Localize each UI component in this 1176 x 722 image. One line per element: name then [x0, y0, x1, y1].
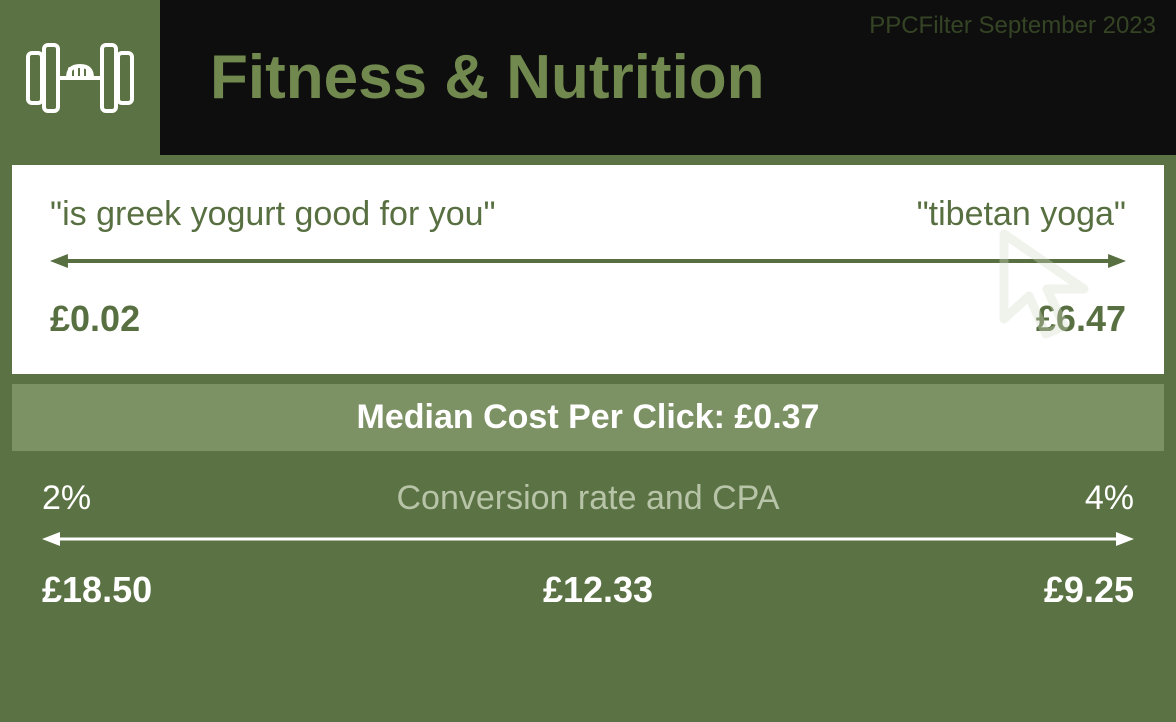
median-cpc-bar: Median Cost Per Click: £0.37 — [12, 384, 1164, 451]
median-cpc-label: Median Cost Per Click: £0.37 — [357, 398, 820, 436]
cpa-low: £18.50 — [42, 569, 152, 611]
conversion-low-pct: 2% — [42, 479, 91, 518]
cpa-mid: £12.33 — [543, 569, 653, 611]
page-title: Fitness & Nutrition — [210, 42, 765, 113]
conversion-high-pct: 4% — [1085, 479, 1134, 518]
cpc-range-card: "is greek yogurt good for you" "tibetan … — [12, 165, 1164, 374]
conversion-section: 2% Conversion rate and CPA 4% £18.50 £12… — [42, 479, 1134, 611]
cursor-icon — [984, 224, 1104, 354]
low-cpc-keyword: "is greek yogurt good for you" — [50, 195, 496, 234]
low-cpc-price: £0.02 — [50, 298, 140, 340]
watermark-text: PPCFilter September 2023 — [869, 12, 1156, 40]
conversion-arrow — [42, 530, 1134, 553]
cpc-range-arrow — [50, 252, 1126, 270]
category-icon-box — [0, 0, 160, 155]
cpa-high: £9.25 — [1044, 569, 1134, 611]
dumbbell-icon — [20, 33, 140, 123]
conversion-label: Conversion rate and CPA — [396, 479, 779, 518]
